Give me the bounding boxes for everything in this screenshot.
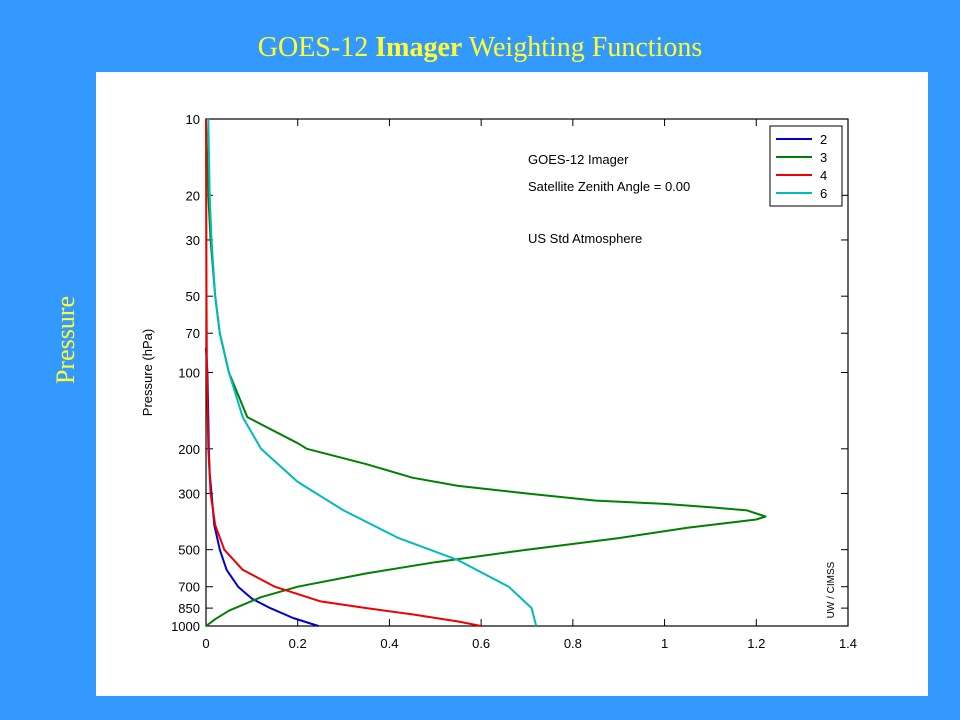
y-tick-label: 30 (186, 233, 200, 248)
legend-entry-label: 3 (820, 150, 827, 165)
x-tick-label: 1 (661, 636, 668, 651)
annotation-text: GOES-12 Imager (528, 152, 629, 167)
slide-title: GOES-12 Imager Weighting Functions (0, 28, 960, 68)
y-tick-label: 1000 (171, 619, 200, 634)
chart-panel: 0 0.2 0.4 0.6 0.8 1 1.2 1.4 10 20 30 50 70 100 200 300 5… (96, 72, 928, 696)
series-line-3 (205, 118, 767, 627)
legend-entry-label: 6 (820, 186, 827, 201)
x-tick-label: 0.4 (380, 636, 398, 651)
x-tick-label: 0 (202, 636, 209, 651)
y-tick-label: 200 (178, 442, 200, 457)
y-tick-label: 500 (178, 543, 200, 558)
y-tick-label: 10 (186, 112, 200, 127)
legend-entry-label: 2 (820, 132, 827, 147)
y-tick-label: 100 (178, 366, 200, 381)
side-pressure-label-text: Pressure (51, 295, 80, 385)
y-tick-label: 50 (186, 289, 200, 304)
series-line-4 (205, 118, 482, 627)
annotation-text: Satellite Zenith Angle = 0.00 (528, 179, 690, 194)
series-line-2 (205, 347, 319, 627)
series-line-6 (207, 118, 538, 627)
x-tick-label: 1.2 (747, 636, 765, 651)
annotation-text: US Std Atmosphere (528, 231, 642, 246)
y-axis-label: Pressure (hPa) (140, 329, 155, 416)
y-tick-label: 300 (178, 486, 200, 501)
slide-title-bold: Imager (375, 32, 463, 63)
slide-title-prefix: GOES-12 (257, 32, 376, 63)
x-tick-label: 1.4 (839, 636, 857, 651)
y-tick-label: 70 (186, 326, 200, 341)
x-tick-label: 0.2 (289, 636, 307, 651)
y-tick-label: 700 (178, 580, 200, 595)
slide-title-suffix: Weighting Functions (462, 32, 703, 63)
x-tick-label: 0.8 (564, 636, 582, 651)
side-pressure-label: Pressure (48, 255, 84, 425)
x-tick-label: 0.6 (472, 636, 490, 651)
y-tick-label: 850 (178, 601, 200, 616)
weighting-function-chart: 0 0.2 0.4 0.6 0.8 1 1.2 1.4 10 20 30 50 70 100 200 300 5… (140, 112, 857, 651)
credit-text: UW / CIMSS (826, 561, 837, 618)
y-tick-label: 20 (186, 188, 200, 203)
legend-entry-label: 4 (820, 168, 827, 183)
